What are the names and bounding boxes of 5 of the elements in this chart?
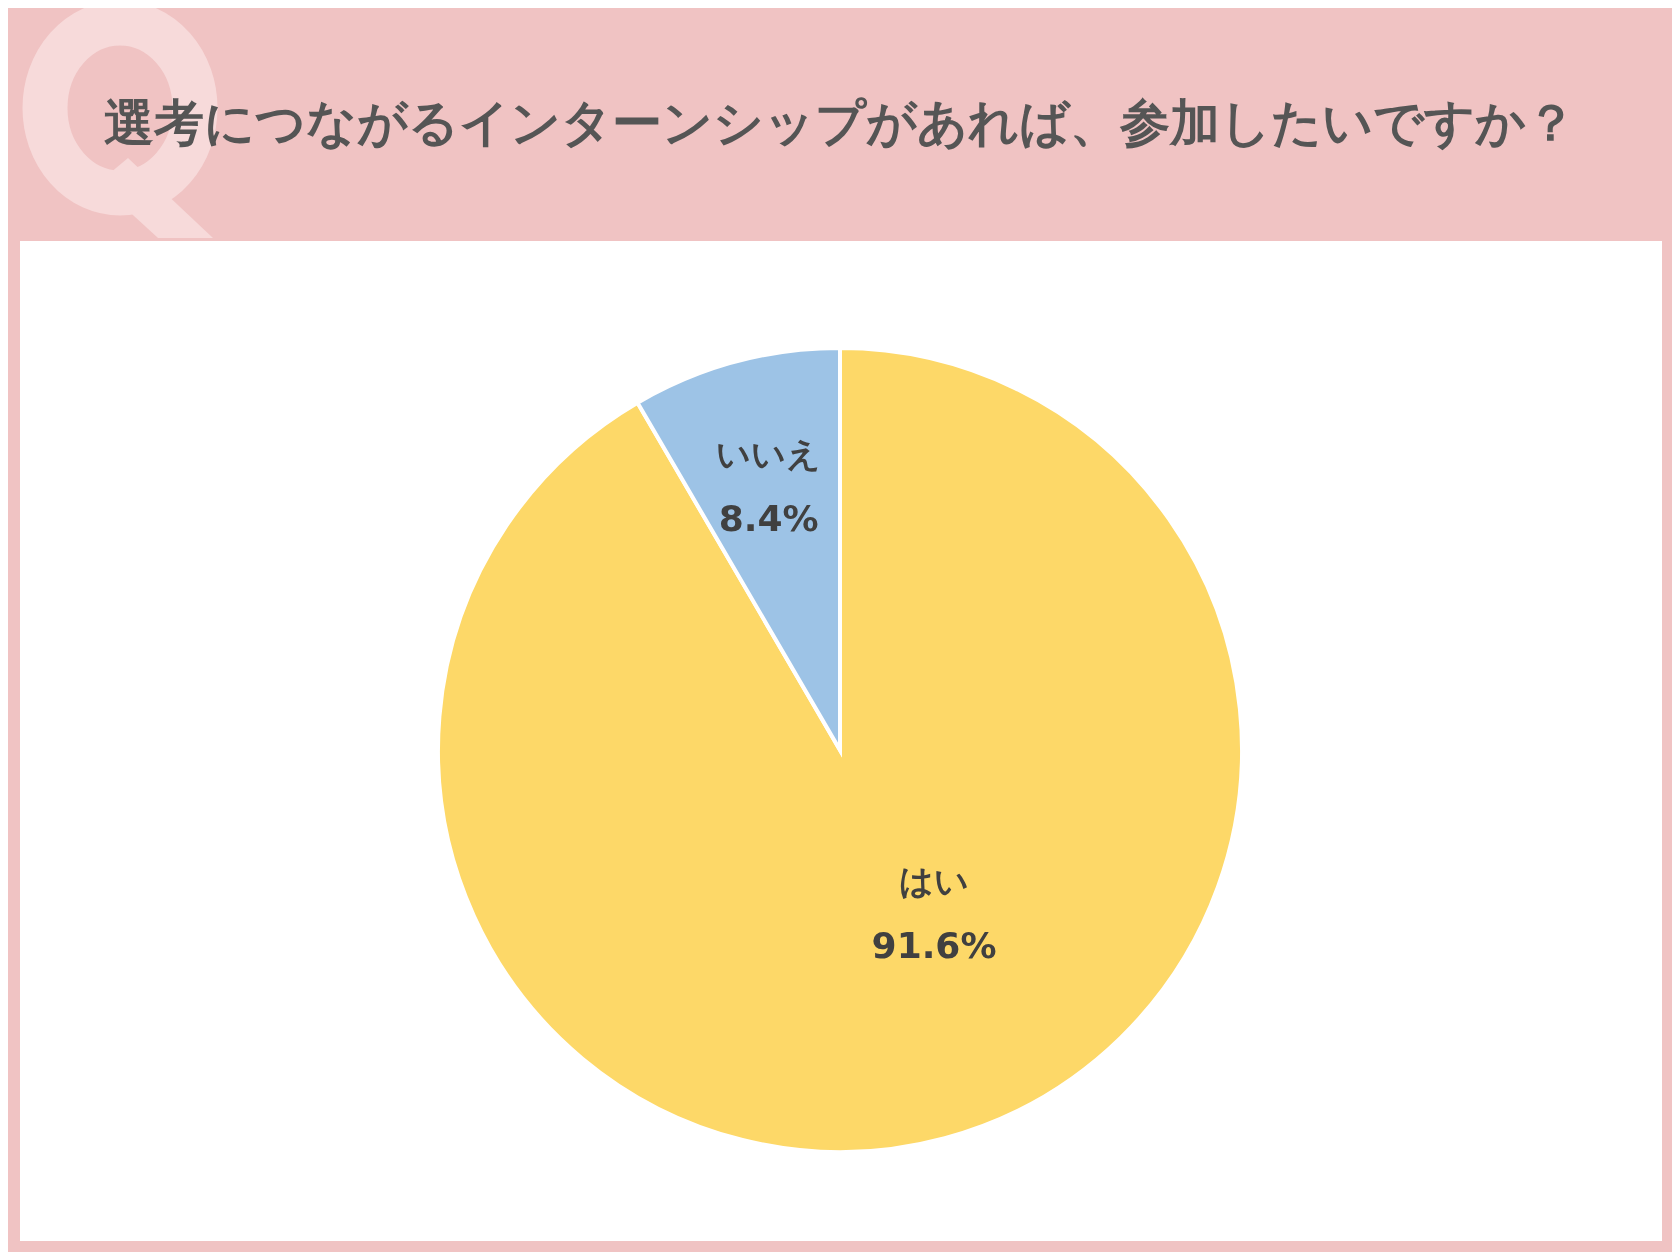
data-label: 91.6% [871,925,997,966]
chart-title: 選考につながるインターンシップがあれば、参加したいですか？ [104,94,1576,152]
slice-label: はい [899,861,970,901]
data-label: 8.4% [718,498,819,540]
slice-label: いいえ [716,434,822,475]
